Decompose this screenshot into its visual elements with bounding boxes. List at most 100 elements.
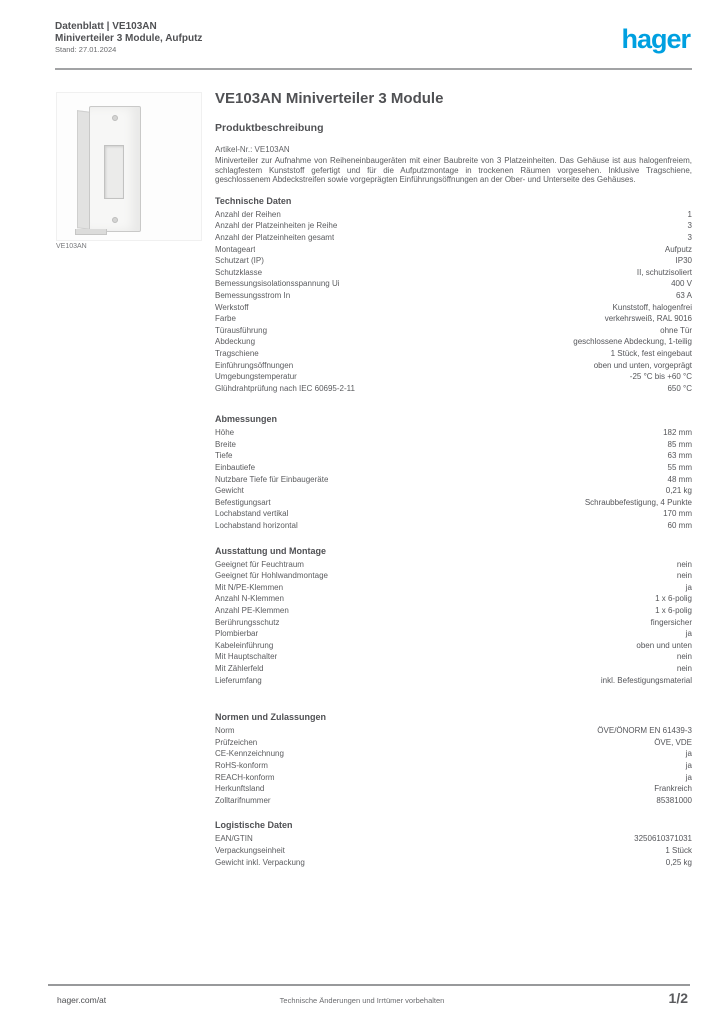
enclosure-front-face — [89, 106, 141, 232]
enclosure-base — [75, 229, 107, 235]
spec-row: Geeignet für Hohlwandmontage nein — [215, 570, 692, 582]
spec-sections: Technische Daten Anzahl der Reihen 1 Anz… — [215, 196, 692, 868]
spec-label: Schutzart (IP) — [215, 256, 264, 266]
spec-label: Montageart — [215, 244, 256, 254]
spec-row: Einbautiefe 55 mm — [215, 462, 692, 474]
spec-value: 182 mm — [663, 428, 692, 438]
spec-row: Verpackungseinheit 1 Stück — [215, 845, 692, 857]
spec-row: Schutzklasse II, schutzisoliert — [215, 267, 692, 279]
spec-label: Bemessungsisolationsspannung Ui — [215, 279, 340, 289]
spec-value: 3 — [687, 221, 692, 231]
spec-value: ja — [685, 629, 692, 639]
spec-value: Aufputz — [664, 244, 692, 254]
spec-value: 0,21 kg — [665, 486, 692, 496]
spec-value: 650 °C — [667, 383, 692, 393]
footer-website-link[interactable]: hager.com/at — [57, 995, 107, 1005]
spec-section-heading: Ausstattung und Montage — [215, 545, 326, 556]
spec-value: -25 °C bis +60 °C — [629, 372, 692, 382]
spec-section-heading: Logistische Daten — [215, 820, 293, 831]
spec-row: Norm ÖVE/ÖNORM EN 61439-3 — [215, 725, 692, 737]
header-meta: Stand: 27.01.2024 — [55, 45, 117, 54]
spec-value: 85381000 — [656, 795, 692, 805]
header: Datenblatt | VE103AN Miniverteiler 3 Mod… — [55, 21, 202, 55]
spec-row: Anzahl N-Klemmen 1 x 6-polig — [215, 593, 692, 605]
description-heading: Produktbeschreibung — [215, 122, 324, 134]
spec-row: Höhe 182 mm — [215, 427, 692, 439]
spec-row: Lochabstand horizontal 60 mm — [215, 520, 692, 532]
spec-value: 170 mm — [663, 509, 692, 519]
spec-row: Zolltarifnummer 85381000 — [215, 795, 692, 807]
spec-label: CE-Kennzeichnung — [215, 749, 284, 759]
spec-row: Lochabstand vertikal 170 mm — [215, 508, 692, 520]
product-image-caption: VE103AN — [56, 243, 87, 250]
spec-label: Mit Zählerfeld — [215, 663, 264, 673]
spec-label: Geeignet für Hohlwandmontage — [215, 571, 328, 581]
spec-label: Umgebungstemperatur — [215, 372, 297, 382]
spec-label: Norm — [215, 726, 235, 736]
spec-label: Gewicht — [215, 486, 244, 496]
spec-row: Abdeckung geschlossene Abdeckung, 1-teil… — [215, 336, 692, 348]
spec-row: Glühdrahtprüfung nach IEC 60695-2-11 650… — [215, 383, 692, 395]
spec-row: Schutzart (IP) IP30 — [215, 255, 692, 267]
spec-label: Türausführung — [215, 325, 268, 335]
spec-section: Ausstattung und Montage Geeignet für Feu… — [215, 546, 692, 687]
header-title-line2: Miniverteiler 3 Module, Aufputz — [55, 33, 203, 44]
screw-icon — [112, 115, 118, 121]
spec-value: 1 — [687, 209, 692, 219]
spec-label: Befestigungsart — [215, 497, 271, 507]
spec-section: Normen und Zulassungen Norm ÖVE/ÖNORM EN… — [215, 712, 692, 806]
spec-value: 63 mm — [667, 451, 692, 461]
spec-row: Türausführung ohne Tür — [215, 325, 692, 337]
spec-row: REACH-konform ja — [215, 772, 692, 784]
hager-logo: hager — [621, 24, 691, 54]
spec-value: 55 mm — [667, 463, 692, 473]
spec-label: Einbautiefe — [215, 463, 256, 473]
header-title-line1: Datenblatt | VE103AN — [55, 21, 157, 32]
spec-label: Geeignet für Feuchtraum — [215, 559, 304, 569]
spec-value: ÖVE, VDE — [654, 737, 692, 747]
spec-row: Farbe verkehrsweiß, RAL 9016 — [215, 313, 692, 325]
spec-label: Bemessungsstrom In — [215, 290, 291, 300]
article-number: Artikel-Nr.: VE103AN — [215, 145, 290, 154]
spec-value: 63 A — [675, 290, 692, 300]
spec-label: Breite — [215, 439, 236, 449]
spec-label: Anzahl PE-Klemmen — [215, 606, 289, 615]
spec-row: EAN/GTIN 3250610371031 — [215, 833, 692, 845]
spec-label: Farbe — [215, 314, 236, 324]
spec-value: 3250610371031 — [634, 834, 692, 844]
spec-row: Kabeleinführung oben und unten — [215, 640, 692, 652]
product-details: VE103AN Miniverteiler 3 Module Produktbe… — [215, 90, 692, 868]
spec-value: ja — [685, 760, 692, 770]
spec-label: Lochabstand horizontal — [215, 521, 298, 531]
spec-row: Anzahl der Platzeinheiten je Reihe 3 — [215, 220, 692, 232]
spec-row: Tragschiene 1 Stück, fest eingebaut — [215, 348, 692, 360]
product-image — [56, 92, 202, 241]
spec-value: inkl. Befestigungsmaterial — [600, 675, 692, 685]
spec-label: Schutzklasse — [215, 267, 263, 277]
spec-value: 48 mm — [667, 474, 692, 484]
spec-label: REACH-konform — [215, 772, 275, 782]
spec-section-heading: Technische Daten — [215, 195, 292, 206]
spec-label: Lieferumfang — [215, 675, 262, 685]
spec-row: CE-Kennzeichnung ja — [215, 748, 692, 760]
spec-rows: Höhe 182 mm Breite 85 mm Tiefe 63 mm Ein… — [215, 427, 692, 531]
spec-row: Prüfzeichen ÖVE, VDE — [215, 737, 692, 749]
spec-value: 0,25 kg — [665, 857, 692, 867]
spec-row: Anzahl PE-Klemmen 1 x 6-polig — [215, 605, 692, 617]
spec-value: Frankreich — [654, 784, 692, 794]
spec-label: Mit N/PE-Klemmen — [215, 582, 284, 592]
spec-label: Nutzbare Tiefe für Einbaugeräte — [215, 474, 329, 484]
spec-value: geschlossene Abdeckung, 1-teilig — [573, 337, 692, 347]
spec-rows: Anzahl der Reihen 1 Anzahl der Platzeinh… — [215, 209, 692, 395]
spec-label: Berührungsschutz — [215, 617, 280, 627]
spec-row: Mit Zählerfeld nein — [215, 663, 692, 675]
spec-row: Plombierbar ja — [215, 628, 692, 640]
spec-row: Herkunftsland Frankreich — [215, 783, 692, 795]
spec-row: Werkstoff Kunststoff, halogenfrei — [215, 302, 692, 314]
spec-value: ja — [685, 772, 692, 782]
spec-label: Höhe — [215, 428, 235, 438]
spec-value: IP30 — [675, 256, 692, 266]
spec-value: ja — [685, 749, 692, 759]
spec-row: Tiefe 63 mm — [215, 450, 692, 462]
